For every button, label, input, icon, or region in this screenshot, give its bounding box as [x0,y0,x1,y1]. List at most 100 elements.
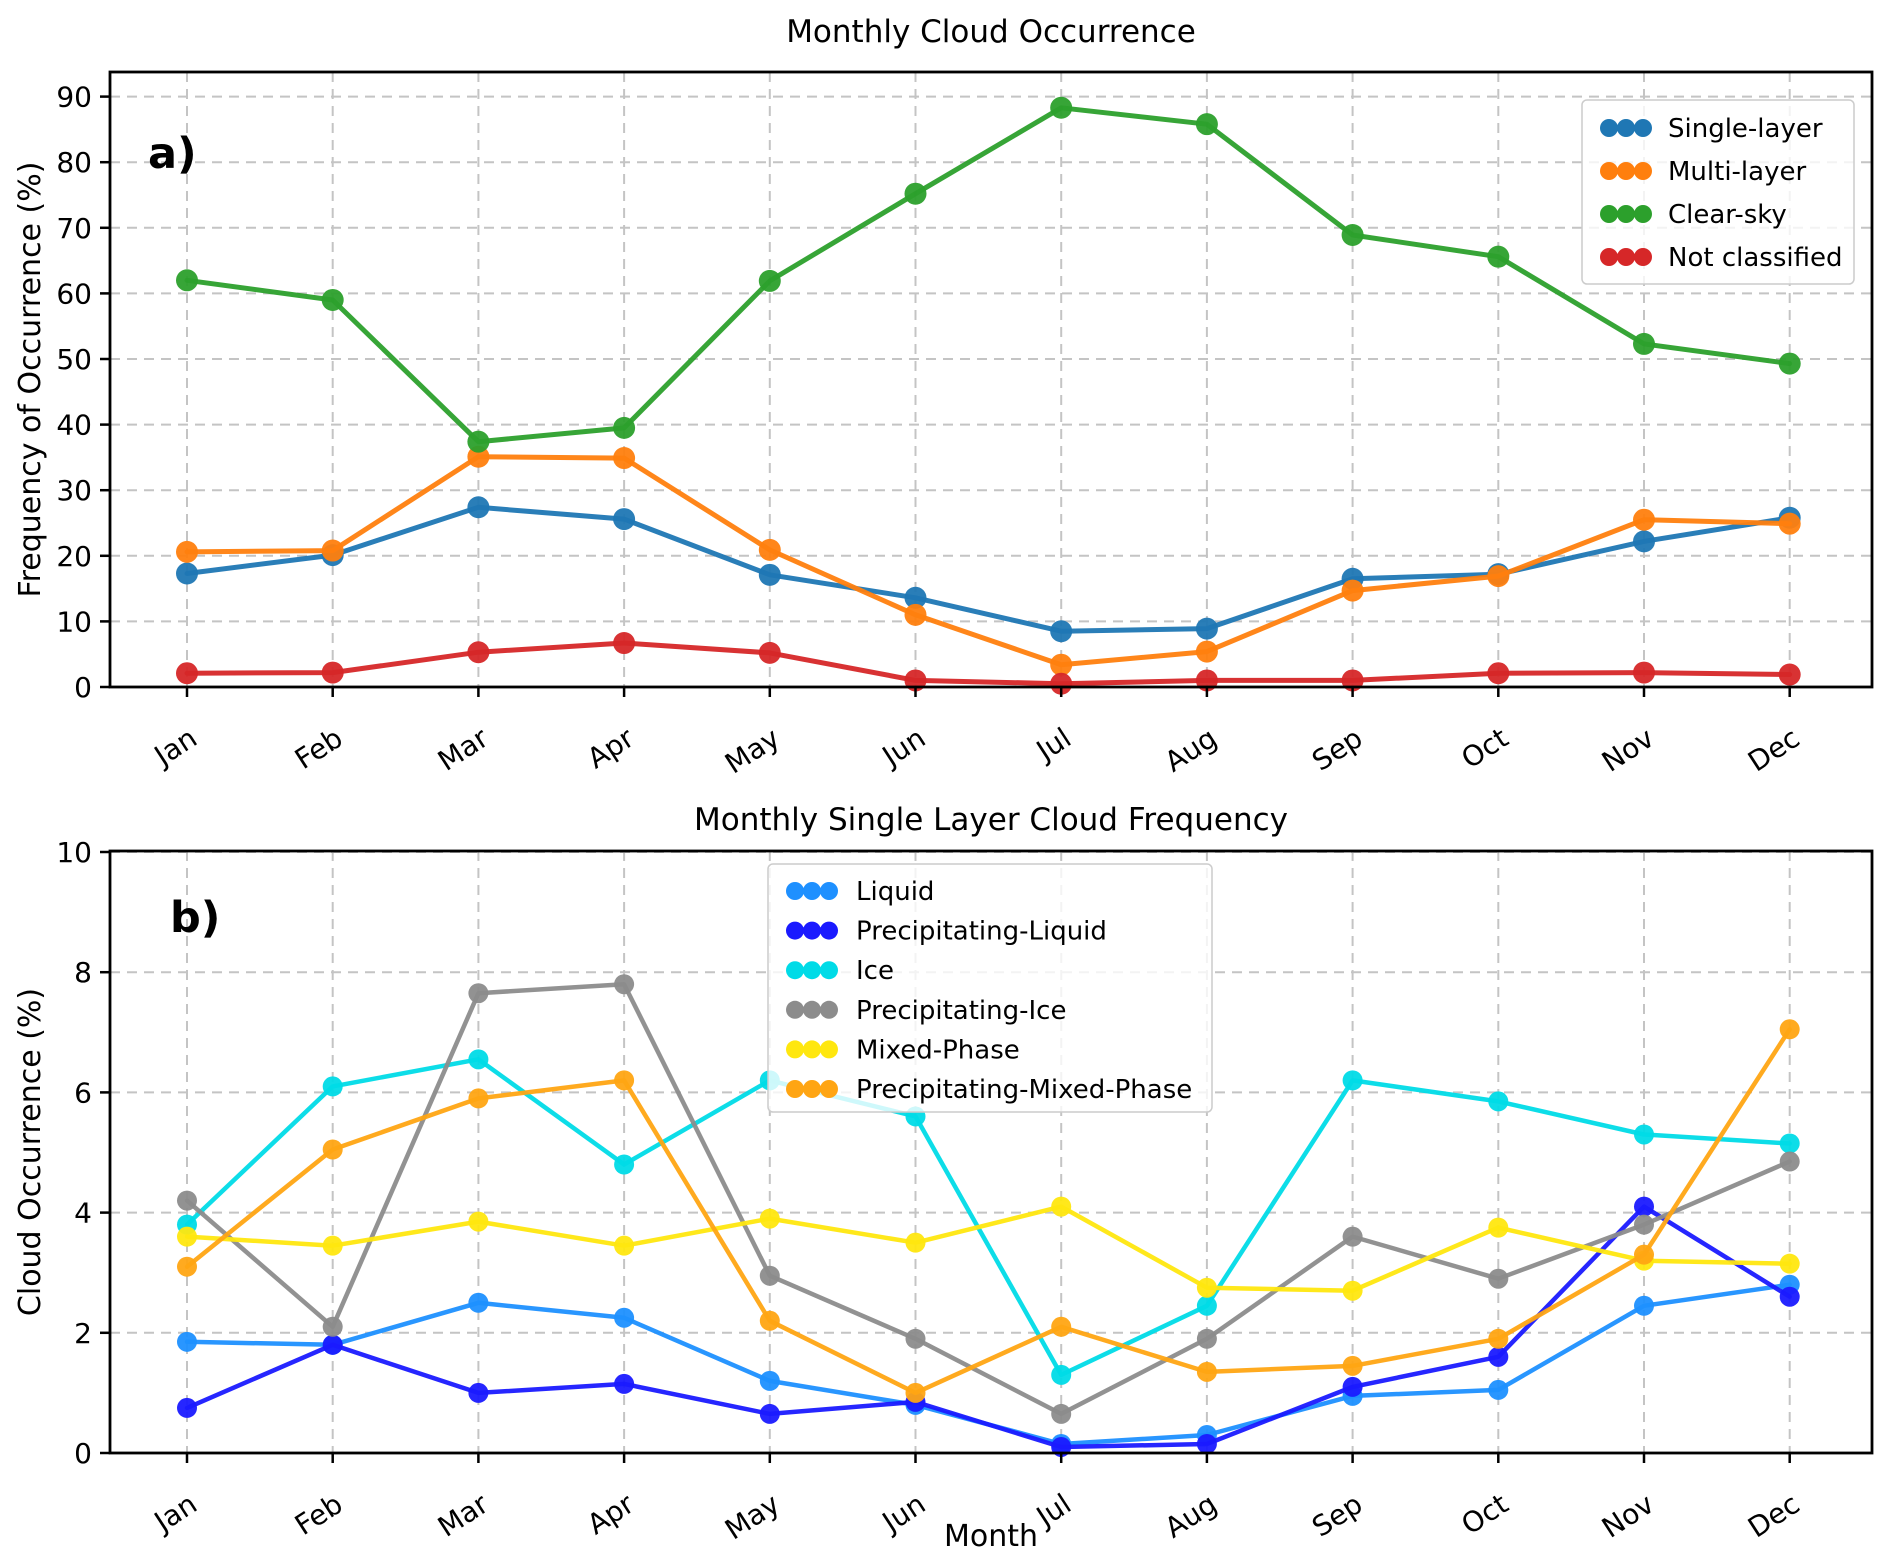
data-point-precipitating-ice-dec [1779,1151,1800,1172]
x-tick-label: Oct [1456,1487,1515,1541]
data-point-liquid-apr [614,1307,635,1328]
data-point-clear-sky-nov [1633,332,1655,355]
legend-label: Mixed-Phase [856,1035,1020,1065]
legend-entry-precipitating-ice: Precipitating-Ice [786,996,1066,1026]
data-point-multi-layer-may [758,538,781,561]
legend-marker-dot [803,1000,821,1019]
legend-entry-precipitating-mixed-phase: Precipitating-Mixed-Phase [786,1075,1192,1105]
data-point-precipitating-mixed-phase-nov [1634,1244,1654,1265]
data-point-clear-sky-apr [613,416,636,439]
data-point-multi-layer-dec [1778,512,1801,535]
data-point-not-classified-jul [1050,672,1073,695]
data-point-precipitating-liquid-aug [1196,1433,1217,1454]
data-point-precipitating-mixed-phase-oct [1488,1328,1509,1349]
data-point-clear-sky-jun [904,182,927,205]
legend-entry-precipitating-liquid: Precipitating-Liquid [786,917,1107,947]
legend-entry-single-layer: Single-layer [1600,114,1823,144]
data-point-mixed-phase-jan [177,1226,197,1247]
data-point-liquid-jan [177,1331,197,1352]
data-point-precipitating-ice-jul [1051,1403,1072,1424]
data-point-precipitating-liquid-feb [322,1334,343,1355]
x-tick-label: Mar [432,721,495,778]
series-line-precipitating-mixed-phase [184,1027,1792,1396]
legend-marker-dot [1617,119,1635,137]
y-axis-label: Cloud Occurrence (%) [13,988,48,1316]
legend-entry-clear-sky: Clear-sky [1600,200,1787,230]
series-line-ice [184,1057,1792,1378]
data-point-multi-layer-mar [467,445,490,468]
data-point-precipitating-ice-apr [614,974,635,995]
y-tick-label: 2 [74,1317,92,1350]
x-tick-label: Apr [581,1487,640,1541]
x-tick-label: Apr [581,721,640,775]
data-point-precipitating-liquid-may [759,1403,780,1424]
legend-entry-mixed-phase: Mixed-Phase [786,1035,1020,1065]
legend-label: Clear-sky [1668,200,1787,230]
x-tick-label: Jul [1029,721,1077,768]
data-point-not-classified-nov [1633,661,1655,684]
data-point-ice-oct [1488,1091,1509,1112]
legend-entry-liquid: Liquid [786,877,934,907]
x-tick-label: Jan [147,721,203,773]
data-point-precipitating-mixed-phase-feb [322,1139,343,1160]
y-tick-label: 20 [56,540,92,573]
legend-marker-dot [786,1040,804,1059]
legend-marker-dot [786,921,804,940]
legend-marker-dot [820,1040,838,1059]
data-point-clear-sky-may [758,269,781,292]
data-point-clear-sky-jul [1050,96,1073,119]
data-point-precipitating-mixed-phase-jul [1051,1316,1072,1337]
series-line-precipitating-liquid [184,1204,1792,1450]
y-tick-label: 6 [74,1076,92,1109]
data-point-precipitating-liquid-mar [468,1382,489,1403]
y-tick-label: 0 [74,671,92,704]
data-point-clear-sky-mar [467,430,490,453]
legend-marker-dot [1600,248,1618,266]
x-tick-label: Dec [1742,1487,1805,1544]
legend: Single-layer Multi-layer Clear-sky Not clas… [1581,99,1855,285]
x-tick-label: Jun [875,1487,931,1540]
data-point-single-layer-jan [176,562,198,585]
y-tick-label: 80 [56,146,92,179]
series-line-single-layer [184,504,1793,634]
data-point-precipitating-mixed-phase-sep [1342,1355,1363,1376]
legend-marker-dot [803,882,821,900]
data-point-mixed-phase-apr [614,1235,635,1256]
data-point-precipitating-ice-nov [1634,1214,1654,1235]
series-line-multi-layer [184,454,1793,668]
legend-marker-dot [820,921,838,940]
data-point-not-classified-may [758,641,781,664]
data-point-precipitating-liquid-sep [1342,1376,1363,1397]
series-line-clear-sky [184,105,1793,445]
legend-marker-dot [1634,205,1652,223]
series-line-precipitating-ice [184,981,1792,1417]
data-point-precipitating-mixed-phase-mar [468,1088,489,1109]
data-point-mixed-phase-may [759,1208,780,1229]
legend-box [767,863,1213,1113]
data-point-clear-sky-aug [1195,113,1218,136]
legend-marker-dot [1617,162,1635,180]
data-point-precipitating-liquid-dec [1779,1286,1800,1307]
data-point-not-classified-dec [1778,663,1801,686]
data-point-clear-sky-jan [176,269,198,292]
x-tick-label: Nov [1596,1487,1660,1544]
data-point-multi-layer-jan [176,540,198,563]
chart-title: Monthly Cloud Occurrence [786,14,1196,50]
data-point-mixed-phase-mar [468,1211,489,1232]
legend-label: Precipitating-Liquid [856,917,1107,947]
data-point-not-classified-feb [321,661,344,684]
data-point-precipitating-mixed-phase-jun [905,1382,926,1403]
data-point-clear-sky-oct [1487,245,1510,268]
data-point-precipitating-mixed-phase-may [759,1310,780,1331]
y-tick-label: 30 [56,474,92,507]
x-tick-label: Sep [1306,721,1368,777]
data-point-multi-layer-aug [1195,640,1218,663]
data-point-single-layer-aug [1195,617,1218,640]
data-point-precipitating-ice-jan [177,1190,197,1211]
legend-marker-dot [1634,119,1652,137]
data-point-not-classified-jan [176,662,198,685]
data-point-precipitating-ice-feb [322,1316,343,1337]
legend-label: Single-layer [1668,114,1823,144]
data-point-precipitating-liquid-oct [1488,1346,1509,1367]
